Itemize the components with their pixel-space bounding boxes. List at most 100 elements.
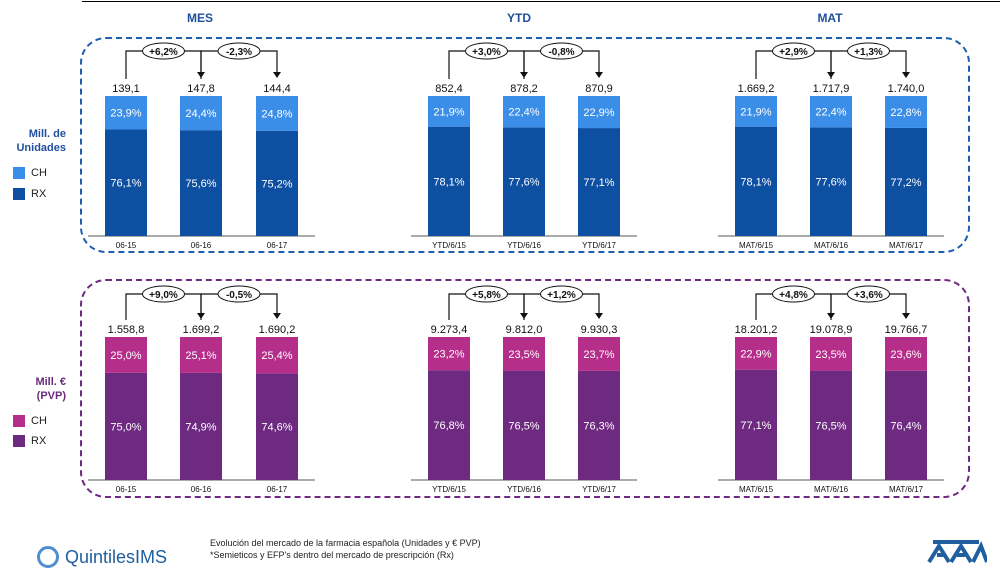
data-label-ch: 24,4% <box>185 108 216 120</box>
growth-arrowhead <box>595 72 603 78</box>
bar-ch <box>256 96 298 131</box>
tick-label: MAT/6/15 <box>739 241 774 250</box>
tick-label: MAT/6/17 <box>889 241 924 250</box>
header-ytd: YTD <box>507 11 531 25</box>
growth-ellipse <box>142 42 185 60</box>
data-label-rx: 77,1% <box>583 177 614 189</box>
quintilesims-logo: QuintilesIMS <box>37 546 167 568</box>
total-label: 9.812,0 <box>506 324 543 336</box>
total-label: 1.669,2 <box>738 83 775 95</box>
total-label: 139,1 <box>112 83 140 95</box>
bar-ch <box>810 96 852 128</box>
total-label: 19.078,9 <box>810 324 853 336</box>
data-label-ch: 22,4% <box>508 107 539 119</box>
bar-ch <box>428 337 470 371</box>
bar-rx <box>503 370 545 480</box>
data-label-rx: 76,1% <box>110 178 141 190</box>
growth-label: +3,0% <box>472 47 501 58</box>
data-label-ch: 23,5% <box>508 349 539 361</box>
legend-units-rx-label: RX <box>31 188 47 200</box>
growth-label: -0,5% <box>226 290 252 301</box>
bar-rx <box>578 128 620 236</box>
data-label-ch: 23,9% <box>110 108 141 120</box>
tick-label: 06-16 <box>191 241 212 250</box>
growth-ellipse <box>217 42 261 60</box>
data-label-ch: 25,0% <box>110 350 141 362</box>
growth-label: +1,2% <box>547 290 576 301</box>
swatch-units-rx <box>13 188 25 200</box>
logo-ring-icon <box>37 546 59 568</box>
bar-rx <box>503 127 545 236</box>
bar-rx <box>428 126 470 236</box>
legend-units-ch-label: CH <box>31 167 47 179</box>
tick-label: 06-15 <box>116 485 137 494</box>
bar-rx <box>735 369 777 480</box>
bar-ch <box>578 96 620 129</box>
units-panel-border <box>80 37 970 253</box>
data-label-rx: 76,4% <box>890 420 921 432</box>
data-label-rx: 74,6% <box>261 422 292 434</box>
growth-ellipse <box>465 285 508 303</box>
bar-rx <box>885 127 927 236</box>
data-label-rx: 78,1% <box>740 176 771 188</box>
footer-line1: Evolución del mercado de la farmacia esp… <box>210 538 481 548</box>
data-label-rx: 76,8% <box>433 420 464 432</box>
growth-ellipse <box>540 285 583 303</box>
growth-ellipse <box>772 42 815 60</box>
growth-label: -2,3% <box>226 47 252 58</box>
tick-label: YTD/6/16 <box>507 485 541 494</box>
data-label-ch: 21,9% <box>740 106 771 118</box>
bar-ch <box>885 96 927 128</box>
bar-ch <box>180 96 222 131</box>
total-label: 878,2 <box>510 83 538 95</box>
bar-ch <box>180 337 222 373</box>
total-label: 9.273,4 <box>431 324 468 336</box>
data-label-ch: 23,5% <box>815 349 846 361</box>
stacked-bar-charts: 76,1% 23,9% 139,1 06-15 75,6% 24,4% 147,8 06-16… <box>88 42 944 494</box>
footer-notes: Evolución del mercado de la farmacia esp… <box>210 537 481 561</box>
total-label: 9.930,3 <box>581 324 618 336</box>
units-title-line2: Unidades <box>16 142 66 154</box>
bar-rx <box>180 372 222 480</box>
eur-title-line2: (PVP) <box>36 390 66 402</box>
swatch-units-ch <box>13 167 25 179</box>
swatch-eur-rx <box>13 435 25 447</box>
bar-rx <box>105 372 147 480</box>
eur-legend-title: Mill. € (PVP) <box>0 375 66 403</box>
total-label: 1.699,2 <box>183 324 220 336</box>
data-label-rx: 77,1% <box>740 420 771 432</box>
data-label-rx: 77,2% <box>890 177 921 189</box>
data-label-rx: 77,6% <box>815 177 846 189</box>
tick-label: MAT/6/16 <box>814 485 849 494</box>
swatch-eur-ch <box>13 415 25 427</box>
data-label-rx: 77,6% <box>508 177 539 189</box>
bar-ch <box>885 337 927 371</box>
bar-rx <box>735 126 777 236</box>
tick-label: 06-17 <box>267 241 288 250</box>
header-mat: MAT <box>817 11 843 25</box>
bar-ch <box>810 337 852 371</box>
legend-units-ch: CH <box>13 167 47 179</box>
total-label: 852,4 <box>435 83 463 95</box>
tick-label: MAT/6/17 <box>889 485 924 494</box>
data-label-rx: 78,1% <box>433 176 464 188</box>
tick-label: YTD/6/15 <box>432 485 466 494</box>
total-label: 147,8 <box>187 83 215 95</box>
tick-label: MAT/6/16 <box>814 241 849 250</box>
bar-ch <box>428 96 470 127</box>
bar-rx <box>105 129 147 236</box>
legend-eur-rx: RX <box>13 435 46 447</box>
data-label-rx: 75,0% <box>110 421 141 433</box>
footer-line2: *Semieticos y EFP's dentro del mercado d… <box>210 550 454 560</box>
tick-label: YTD/6/16 <box>507 241 541 250</box>
growth-label: +4,8% <box>779 290 808 301</box>
growth-label: +2,9% <box>779 47 808 58</box>
growth-ellipse <box>540 42 583 60</box>
tick-label: YTD/6/15 <box>432 241 466 250</box>
legend-eur-ch: CH <box>13 415 47 427</box>
bar-rx <box>256 373 298 480</box>
tick-label: 06-15 <box>116 241 137 250</box>
data-label-ch: 22,8% <box>890 107 921 119</box>
legend-units-rx: RX <box>13 188 46 200</box>
bar-ch <box>735 337 777 370</box>
